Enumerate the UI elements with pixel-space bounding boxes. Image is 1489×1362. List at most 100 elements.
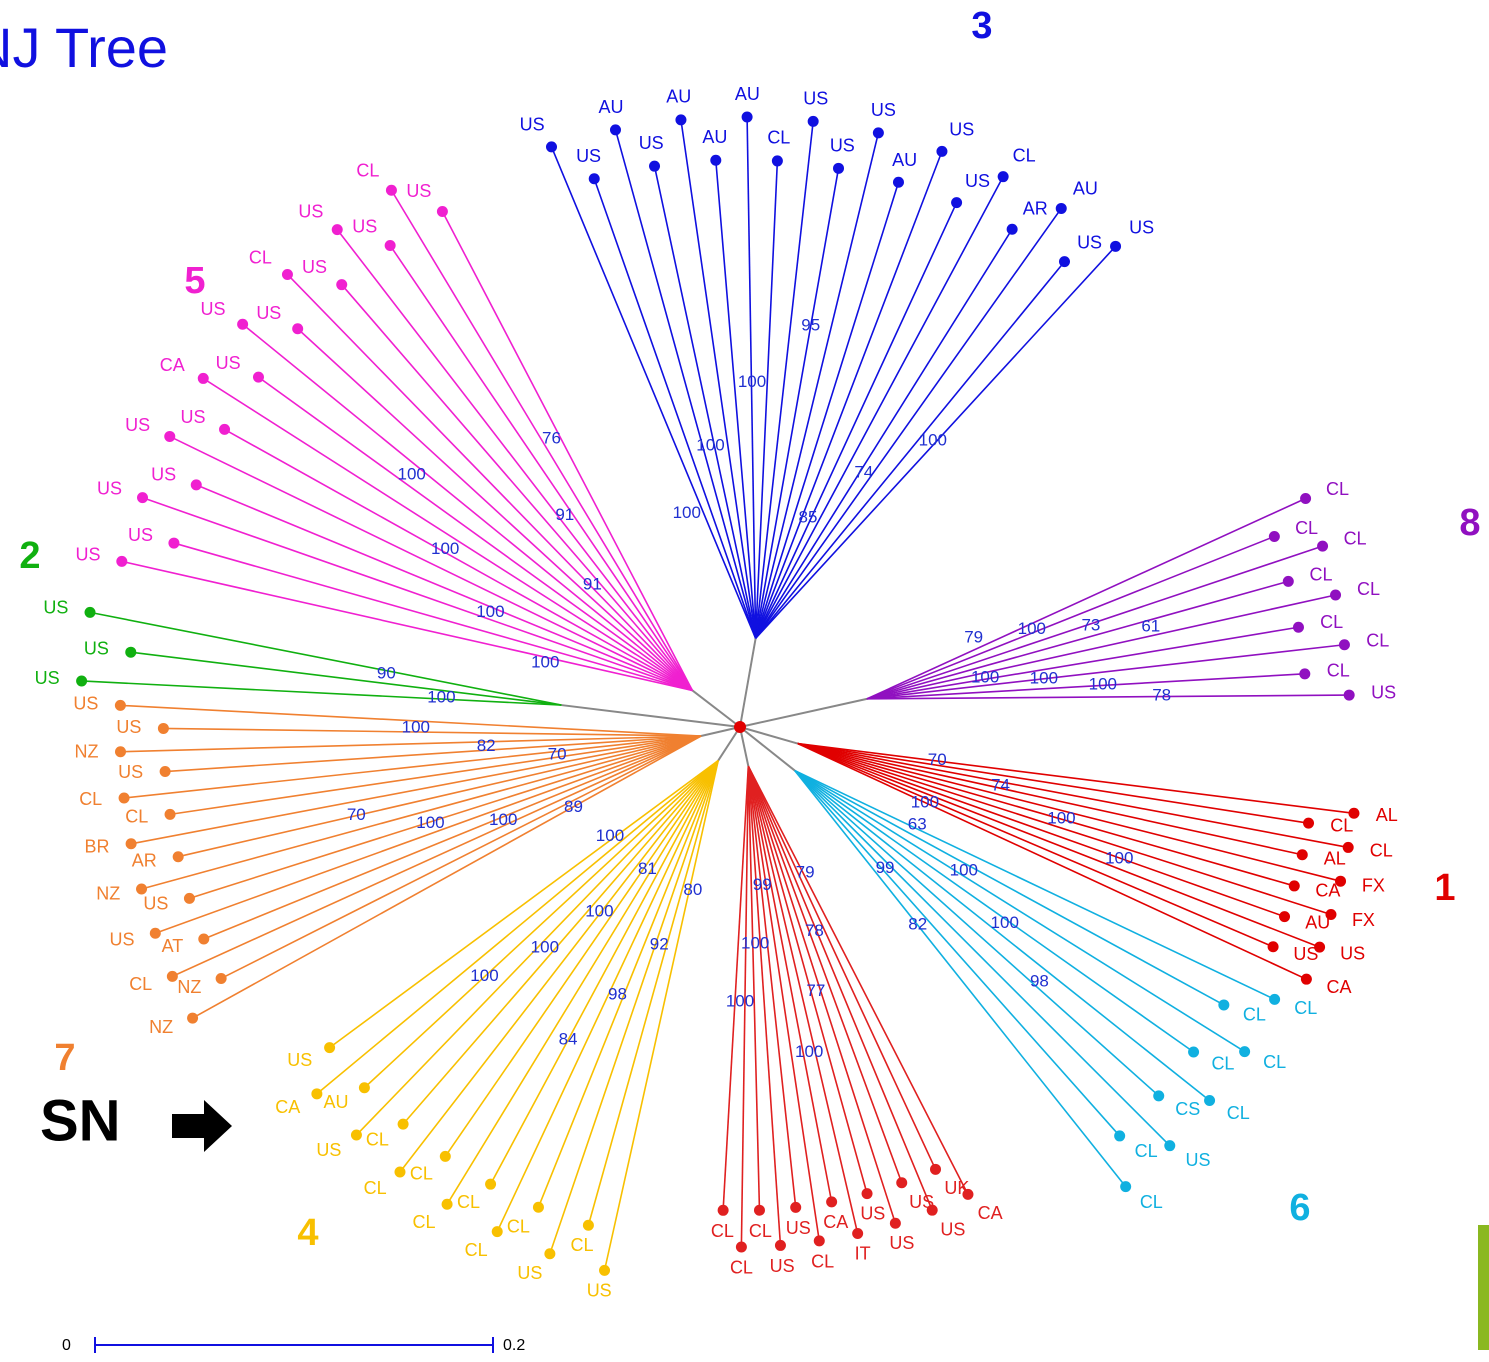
branch xyxy=(258,376,693,692)
bootstrap-value: 100 xyxy=(950,860,978,879)
branch xyxy=(329,759,719,1049)
branch xyxy=(794,769,1246,1053)
branch xyxy=(747,765,933,1211)
leaf-label: US xyxy=(830,135,855,155)
leaf-label: US xyxy=(786,1218,811,1238)
leaf-node xyxy=(76,675,88,687)
branch xyxy=(866,497,1306,700)
branch xyxy=(169,435,693,692)
bootstrap-value: 70 xyxy=(548,745,567,764)
stem-branch xyxy=(739,726,798,745)
bootstrap-value: 95 xyxy=(801,315,820,334)
leaf-label: CL xyxy=(570,1235,593,1255)
leaf-node xyxy=(826,1196,838,1208)
leaf-node xyxy=(358,1082,370,1094)
leaf-node xyxy=(852,1228,864,1240)
branch xyxy=(866,673,1305,700)
branch xyxy=(747,766,782,1246)
leaf-node xyxy=(1114,1130,1126,1142)
leaf-label: CL xyxy=(1013,146,1036,166)
leaf-node xyxy=(735,1241,747,1253)
leaf-label: US xyxy=(201,299,226,319)
branch xyxy=(336,229,694,691)
bootstrap-value: 100 xyxy=(738,372,766,391)
leaf-label: CL xyxy=(366,1130,389,1150)
leaf-node xyxy=(198,933,210,945)
bootstrap-value: 77 xyxy=(806,981,825,1000)
branch xyxy=(165,735,702,773)
leaf-label: CL xyxy=(1295,518,1318,538)
bootstrap-value: 81 xyxy=(638,859,657,878)
leaf-label: US xyxy=(316,1140,341,1160)
leaf-label: CL xyxy=(1227,1103,1250,1123)
leaf-node xyxy=(1299,668,1311,680)
leaf-label: CL xyxy=(1243,1005,1266,1025)
leaf-label: US xyxy=(517,1263,542,1283)
branch xyxy=(172,735,702,978)
bootstrap-value: 79 xyxy=(796,863,815,882)
leaf-label: CL xyxy=(413,1212,436,1232)
leaf-label: CL xyxy=(1294,998,1317,1018)
leaf-label: US xyxy=(940,1219,965,1239)
leaf-node xyxy=(441,1198,453,1210)
branch xyxy=(363,759,719,1089)
leaf-node xyxy=(114,746,126,758)
leaf-node xyxy=(1317,540,1329,552)
leaf-node xyxy=(252,371,264,383)
branch xyxy=(797,742,1285,918)
branch xyxy=(120,704,702,737)
leaf-label: CA xyxy=(978,1203,1003,1223)
leaf-label: US xyxy=(1186,1150,1211,1170)
branch xyxy=(142,496,693,692)
leaf-node xyxy=(385,184,397,196)
leaf-label: UK xyxy=(944,1178,969,1198)
bootstrap-value: 100 xyxy=(991,913,1019,932)
leaf-node xyxy=(1218,999,1230,1011)
leaf-node xyxy=(281,268,293,280)
leaf-node xyxy=(164,808,176,820)
leaf-node xyxy=(807,115,819,127)
leaf-node xyxy=(190,479,202,491)
leaf-label: US xyxy=(352,216,377,236)
stem-branch xyxy=(561,704,741,728)
leaf-label: CL xyxy=(1140,1192,1163,1212)
branch xyxy=(747,766,797,1208)
leaf-label: IT xyxy=(855,1244,871,1264)
leaf-label: CL xyxy=(730,1258,753,1278)
leaf-label: US xyxy=(770,1256,795,1276)
bootstrap-value: 100 xyxy=(427,688,455,707)
leaf-node xyxy=(1279,911,1291,923)
leaf-label: US xyxy=(302,257,327,277)
leaf-label: CL xyxy=(1330,816,1353,836)
leaf-node xyxy=(1296,849,1308,861)
leaf-label: CA xyxy=(1326,977,1351,997)
leaf-label: CL xyxy=(711,1221,734,1241)
branch xyxy=(489,760,719,1185)
leaf-label: CL xyxy=(1326,479,1349,499)
leaf-node xyxy=(1292,621,1304,633)
leaf-label: BR xyxy=(84,837,109,857)
root-node xyxy=(734,721,746,733)
leaf-node xyxy=(892,176,904,188)
leaf-node xyxy=(532,1201,544,1213)
bootstrap-value: 91 xyxy=(583,574,602,593)
branch xyxy=(747,766,821,1242)
cluster-label: 6 xyxy=(1289,1187,1310,1229)
cluster-label: 4 xyxy=(297,1212,318,1254)
bootstrap-value: 82 xyxy=(477,736,496,755)
branch xyxy=(794,769,1195,1053)
leaf-node xyxy=(1303,817,1315,829)
leaf-node xyxy=(116,555,128,567)
leaf-node xyxy=(649,160,661,172)
branch xyxy=(797,742,1307,980)
branch xyxy=(754,168,840,639)
leaf-node xyxy=(118,792,130,804)
branch xyxy=(242,323,693,692)
leaf-label: CL xyxy=(356,161,379,181)
branch xyxy=(130,735,702,845)
branch xyxy=(202,377,693,692)
branch xyxy=(747,765,903,1184)
leaf-label: CL xyxy=(364,1178,387,1198)
scale-label: 0.2 xyxy=(503,1337,525,1354)
leaf-label: US xyxy=(909,1192,934,1212)
